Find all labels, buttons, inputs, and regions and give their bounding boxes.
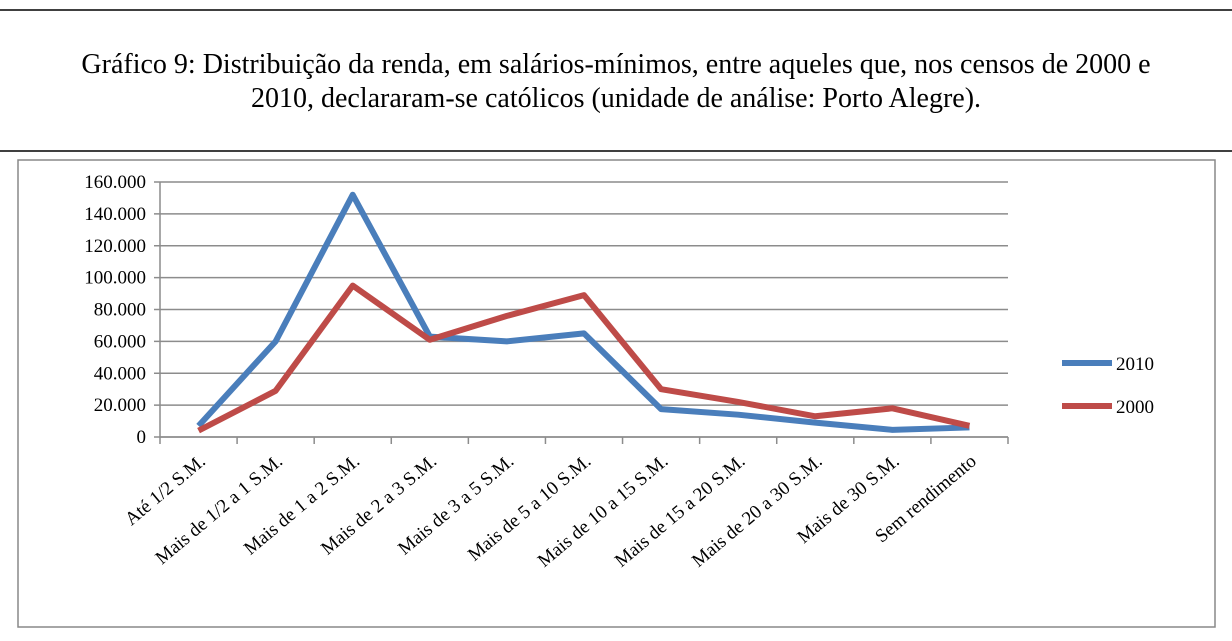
y-tick-label: 140.000 (84, 204, 146, 225)
chart-frame (17, 159, 1216, 628)
legend-label: 2010 (1116, 354, 1154, 375)
y-tick-label: 160.000 (84, 172, 146, 193)
y-tick-label: 60.000 (94, 331, 146, 352)
x-tick-label: Mais de 1/2 a 1 S.M. (152, 451, 287, 569)
series-line (196, 191, 970, 433)
y-tick-label: 80.000 (94, 300, 146, 321)
x-tick-label: Mais de 15 a 20 S.M. (611, 451, 749, 572)
y-tick-label: 0 (137, 427, 147, 448)
x-tick-label: Mais de 20 a 30 S.M. (688, 451, 826, 572)
y-tick-label: 100.000 (84, 268, 146, 289)
y-tick-label: 120.000 (84, 236, 146, 257)
series-line (197, 282, 971, 434)
y-tick-label: 20.000 (94, 395, 146, 416)
chart-title: Gráfico 9: Distribuição da renda, em sal… (81, 49, 1151, 114)
legend-label: 2000 (1116, 397, 1154, 418)
x-tick-label: Mais de 10 a 15 S.M. (534, 451, 672, 572)
y-tick-label: 40.000 (94, 363, 146, 384)
